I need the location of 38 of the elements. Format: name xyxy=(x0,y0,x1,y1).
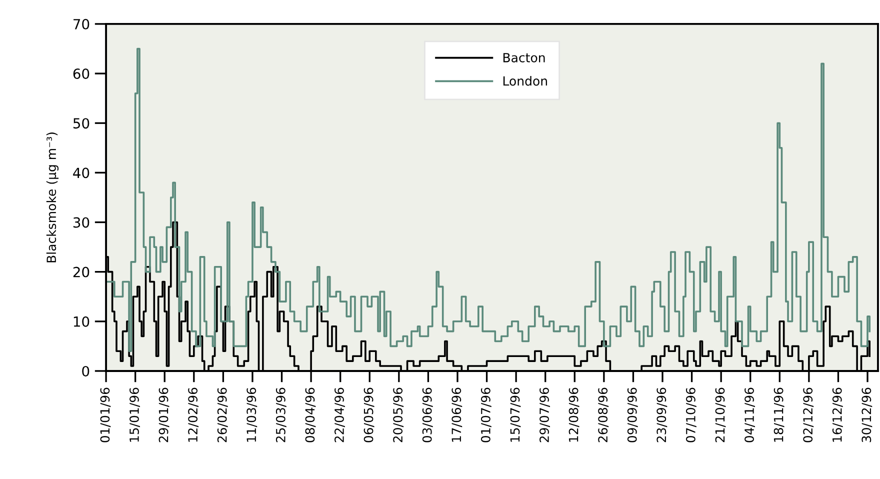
x-tick-label: 04/11/96 xyxy=(744,388,755,442)
x-tick-label: 06/05/96 xyxy=(364,388,374,442)
x-tick-label: 18/11/96 xyxy=(774,388,784,442)
x-tick-label: 02/12/96 xyxy=(803,388,814,442)
y-tick-label: 40 xyxy=(73,168,90,178)
x-tick-label: 15/01/96 xyxy=(130,388,140,442)
x-tick-label: 15/07/96 xyxy=(510,388,521,442)
x-tick-label: 17/06/96 xyxy=(452,388,462,442)
x-tick-label: 03/06/96 xyxy=(422,388,433,442)
x-tick-label: 08/04/96 xyxy=(305,388,316,442)
x-tick-label: 29/07/96 xyxy=(540,388,550,442)
x-tick-label: 26/08/96 xyxy=(598,388,609,442)
x-tick-label: 20/05/96 xyxy=(393,388,404,442)
x-tick-label: 23/09/96 xyxy=(656,388,668,442)
x-tick-label: 12/08/96 xyxy=(568,388,580,442)
y-axis-title: Blacksmoke (µg m⁻³) xyxy=(46,132,59,262)
x-tick-label: 01/07/96 xyxy=(480,388,492,442)
x-tick-label: 16/12/96 xyxy=(832,388,843,442)
y-tick-label: 10 xyxy=(74,316,90,327)
x-tick-label: 25/03/96 xyxy=(276,388,286,442)
legend-label: London xyxy=(503,76,547,86)
x-tick-label: 21/10/96 xyxy=(715,388,726,442)
x-tick-label: 26/02/96 xyxy=(217,388,228,442)
y-tick-label: 60 xyxy=(73,68,90,79)
x-tick-label: 01/01/96 xyxy=(100,388,111,442)
x-tick-label: 12/02/96 xyxy=(188,388,199,442)
x-tick-label: 29/01/96 xyxy=(158,388,170,442)
x-tick-label: 30/12/96 xyxy=(862,388,872,442)
y-tick-label: 0 xyxy=(82,366,90,376)
x-tick-label: 11/03/96 xyxy=(246,388,258,442)
y-tick-label: 20 xyxy=(73,266,90,278)
x-tick-label: 09/09/96 xyxy=(627,388,638,442)
x-tick-label: 07/10/96 xyxy=(686,388,696,442)
y-tick-label: 50 xyxy=(73,118,90,129)
x-tick-label: 22/04/96 xyxy=(334,388,345,442)
y-tick-label: 30 xyxy=(73,217,90,228)
y-tick-label: 70 xyxy=(74,18,90,30)
legend-label: Bacton xyxy=(503,53,545,62)
